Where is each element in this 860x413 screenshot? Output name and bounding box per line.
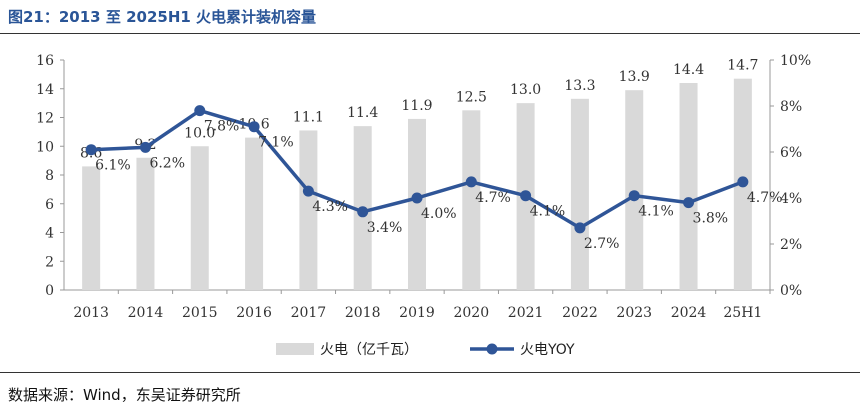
legend-swatch-marker: [486, 343, 498, 355]
chart: 02468101214160%2%4%6%8%10%8.620139.22014…: [36, 53, 811, 358]
yoy-point: [683, 197, 695, 209]
yoy-point: [628, 190, 640, 202]
y-left-tick-label: 10: [36, 139, 54, 155]
x-tick-label: 2023: [616, 305, 652, 321]
y-left-tick-label: 14: [36, 82, 54, 98]
bar: [82, 166, 101, 290]
yoy-point: [574, 222, 586, 234]
bar-value-label: 13.0: [510, 82, 541, 98]
bar-value-label: 14.4: [673, 62, 704, 78]
source-note: 数据来源：Wind，东吴证券研究所: [8, 386, 241, 404]
x-tick-label: 2016: [236, 305, 272, 321]
yoy-point: [194, 105, 206, 117]
y-left-tick-label: 2: [45, 254, 54, 270]
yoy-value-label: 4.1%: [530, 204, 566, 220]
y-right-tick-label: 0%: [780, 283, 802, 299]
bar: [136, 157, 155, 290]
bar: [190, 146, 209, 290]
yoy-value-label: 7.8%: [204, 119, 240, 135]
x-tick-label: 2014: [128, 305, 164, 321]
yoy-point: [139, 141, 151, 153]
figure-title: 图21：2013 至 2025H1 火电累计装机容量: [8, 8, 317, 26]
yoy-point: [85, 144, 97, 156]
y-left-tick-label: 12: [36, 111, 54, 127]
top-rule: [0, 33, 860, 34]
bar: [245, 137, 264, 290]
bar: [679, 83, 698, 290]
yoy-value-label: 7.1%: [258, 135, 294, 151]
x-tick-label: 2017: [291, 305, 327, 321]
legend-label-line: 火电YOY: [520, 342, 575, 358]
yoy-point: [520, 190, 532, 202]
bar: [625, 90, 644, 290]
yoy-point: [737, 176, 749, 188]
yoy-point: [357, 206, 369, 218]
yoy-point: [302, 185, 314, 197]
yoy-value-label: 6.2%: [149, 155, 185, 171]
bottom-rule: [0, 372, 860, 373]
bar-value-label: 11.9: [401, 98, 432, 114]
x-tick-label: 2019: [399, 305, 435, 321]
x-tick-label: 2018: [345, 305, 381, 321]
bar-value-label: 12.5: [456, 89, 487, 105]
y-right-tick-label: 4%: [780, 191, 802, 207]
bar: [570, 98, 589, 290]
legend-label-bar: 火电（亿千瓦）: [320, 342, 418, 358]
y-right-tick-label: 2%: [780, 237, 802, 253]
x-tick-label: 2020: [453, 305, 489, 321]
yoy-value-label: 4.7%: [475, 190, 511, 206]
x-tick-label: 25H1: [723, 305, 762, 321]
y-right-tick-label: 10%: [780, 53, 811, 69]
bar-value-label: 11.4: [347, 105, 378, 121]
yoy-point: [248, 121, 260, 133]
yoy-value-label: 6.1%: [95, 158, 131, 174]
bar: [462, 110, 481, 290]
bar-value-label: 13.3: [564, 78, 595, 94]
bar: [299, 130, 318, 290]
yoy-value-label: 3.4%: [367, 220, 403, 236]
y-right-tick-label: 6%: [780, 145, 802, 161]
x-tick-label: 2024: [671, 305, 707, 321]
x-tick-label: 2021: [508, 305, 544, 321]
y-left-tick-label: 6: [45, 197, 54, 213]
yoy-value-label: 4.1%: [638, 204, 674, 220]
y-right-tick-label: 8%: [780, 99, 802, 115]
legend-swatch-bar: [276, 343, 314, 355]
bar-value-label: 10.0: [184, 125, 215, 141]
bar-value-label: 11.1: [293, 109, 324, 125]
bar-value-label: 14.7: [727, 58, 758, 74]
x-tick-label: 2022: [562, 305, 598, 321]
bar-value-label: 13.9: [619, 69, 650, 85]
y-left-tick-label: 8: [45, 168, 54, 184]
x-tick-label: 2015: [182, 305, 218, 321]
yoy-value-label: 4.7%: [747, 190, 783, 206]
yoy-value-label: 4.0%: [421, 206, 457, 222]
yoy-point: [465, 176, 477, 188]
bar: [408, 118, 426, 290]
y-left-tick-label: 16: [36, 53, 54, 69]
yoy-value-label: 4.3%: [312, 199, 348, 215]
yoy-point: [411, 192, 423, 204]
y-left-tick-label: 4: [45, 226, 54, 242]
yoy-value-label: 2.7%: [584, 236, 620, 252]
yoy-value-label: 3.8%: [693, 211, 729, 227]
x-tick-label: 2013: [73, 305, 109, 321]
y-left-tick-label: 0: [45, 283, 54, 299]
